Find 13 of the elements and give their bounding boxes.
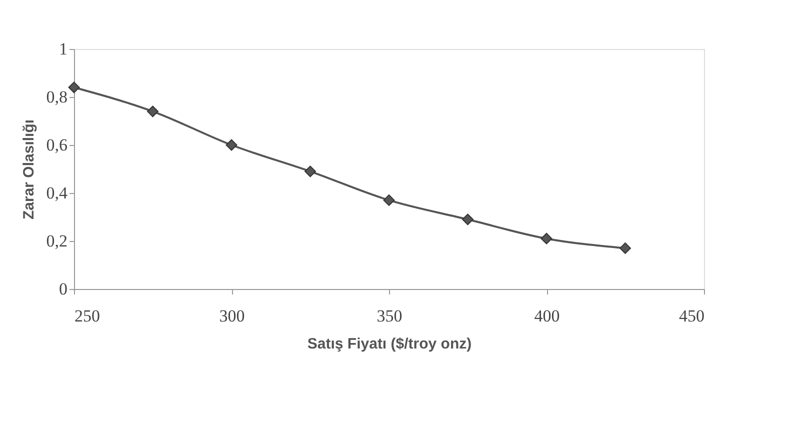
- x-axis-title: Satış Fiyatı ($/troy onz): [307, 336, 472, 352]
- y-tick-label: 1: [59, 40, 68, 58]
- y-tick-label: 0,8: [46, 88, 68, 106]
- y-tick-label: 0,2: [46, 232, 68, 250]
- y-axis-title: Zarar Olasılığı: [20, 119, 38, 220]
- y-tick-label: 0,6: [46, 136, 68, 154]
- y-tick-label: 0,4: [46, 184, 68, 202]
- x-tick-label: 250: [74, 306, 100, 326]
- x-tick-label: 400: [534, 306, 560, 326]
- y-tick-label: 0: [59, 280, 68, 298]
- x-tick-label: 450: [679, 306, 704, 326]
- x-tick-label: 300: [219, 306, 245, 326]
- x-tick-label: 350: [376, 306, 402, 326]
